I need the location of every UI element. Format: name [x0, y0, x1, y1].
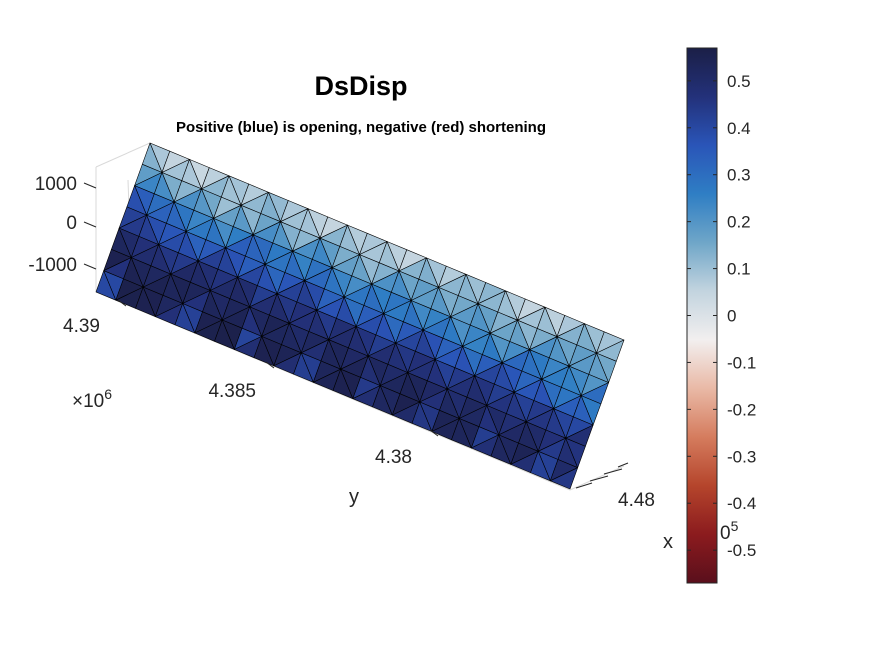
chart-title: DsDisp	[314, 71, 407, 101]
surface-triangle	[253, 336, 275, 367]
x-tick-label: 4.48	[618, 490, 655, 511]
surface-triangle	[332, 368, 354, 400]
surface-triangle	[490, 434, 512, 465]
surface-triangle	[214, 319, 235, 350]
z-tick-label: 0	[66, 213, 77, 234]
x-axis	[575, 462, 629, 489]
surface-triangle	[293, 352, 314, 383]
colorbar-tick-label: 0	[727, 307, 736, 326]
surface-mesh	[95, 142, 625, 490]
colorbar-tick-label: 0.3	[727, 166, 751, 185]
z-tick-label: -1000	[28, 255, 77, 276]
x-exponent: 05	[720, 518, 739, 544]
y-tick-label: 4.38	[375, 447, 412, 468]
surface-triangle	[174, 303, 196, 334]
y-tick-label: 4.385	[208, 381, 256, 402]
chart-subtitle: Positive (blue) is opening, negative (re…	[176, 119, 546, 136]
colorbar-tick-label: -0.4	[727, 494, 756, 513]
y-exponent: ×106	[72, 386, 112, 412]
colorbar	[686, 47, 718, 584]
colorbar-tick-label: 0.5	[727, 72, 751, 91]
surface-triangle	[135, 286, 156, 317]
colorbar-tick-label: 0.1	[727, 260, 751, 279]
x-axis-label: x	[663, 531, 673, 553]
surface-triangle	[549, 467, 579, 490]
colorbar-tick-label: 0.2	[727, 213, 751, 232]
colorbar-tick-label: -0.3	[727, 447, 756, 466]
colorbar-ticks: 0.5 0.4 0.3 0.2 0.1 0 -0.1 -0.2 -0.3 -0.4 -0.5	[687, 72, 756, 560]
y-axis	[117, 299, 439, 437]
surface-triangle	[372, 385, 393, 416]
colorbar-tick-label: -0.5	[727, 541, 756, 560]
colorbar-tick-label: -0.1	[727, 353, 756, 372]
y-tick-label: 4.39	[63, 316, 100, 337]
z-tick-label: 1000	[35, 174, 77, 195]
colorbar-tick-label: -0.2	[727, 400, 756, 419]
y-axis-label: y	[349, 486, 359, 508]
surface-triangle	[451, 418, 472, 449]
colorbar-tick-label: 0.4	[727, 119, 751, 138]
surface-triangle	[95, 270, 117, 301]
z-axis	[83, 182, 97, 270]
surface-triangle	[411, 401, 433, 432]
surface-triangle	[530, 450, 551, 482]
